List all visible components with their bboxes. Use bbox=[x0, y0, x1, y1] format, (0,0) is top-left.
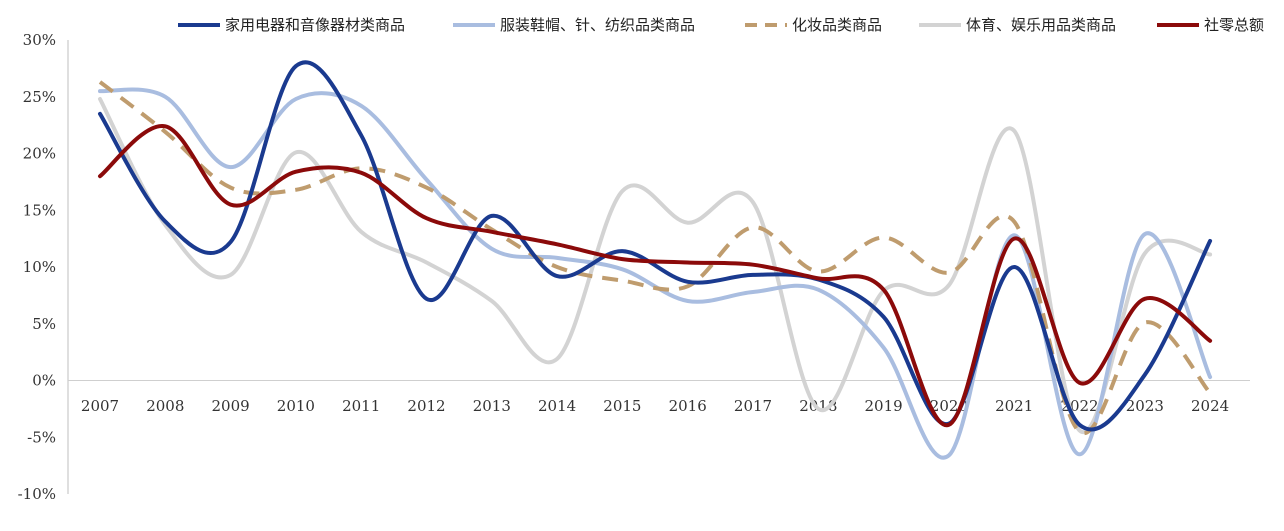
legend-label: 家用电器和音像器材类商品 bbox=[225, 16, 405, 34]
series-line-0 bbox=[98, 60, 1213, 432]
series-line-3 bbox=[98, 97, 1213, 435]
y-tick-label: 0% bbox=[32, 372, 56, 390]
x-tick-label: 2010 bbox=[277, 397, 315, 415]
x-tick-label: 2016 bbox=[669, 397, 707, 415]
y-tick-label: 5% bbox=[32, 315, 56, 333]
y-tick-label: 15% bbox=[23, 201, 56, 219]
y-tick-label: 10% bbox=[23, 258, 56, 276]
y-tick-label: 30% bbox=[23, 31, 56, 49]
x-tick-label: 2018 bbox=[799, 397, 837, 415]
series-line-1 bbox=[98, 87, 1213, 460]
y-tick-label: -10% bbox=[18, 485, 56, 503]
legend-label: 体育、娱乐用品类商品 bbox=[966, 16, 1116, 34]
x-tick-label: 2011 bbox=[342, 397, 380, 415]
x-tick-label: 2019 bbox=[865, 397, 903, 415]
y-tick-label: -5% bbox=[27, 428, 56, 446]
x-tick-label: 2007 bbox=[81, 397, 119, 415]
legend-label: 社零总额 bbox=[1204, 16, 1264, 34]
legend-label: 化妆品类商品 bbox=[792, 16, 882, 34]
x-tick-label: 2023 bbox=[1126, 397, 1164, 415]
legend: 家用电器和音像器材类商品 服装鞋帽、针、纺织品类商品 化妆品类商品 体育、娱乐用品类商… bbox=[178, 16, 1264, 34]
series-lines bbox=[98, 60, 1213, 460]
axes: 30% 25% 20% 15% 10% 5% 0% -5% -10% 2007 2008 2009 20… bbox=[18, 31, 1250, 503]
y-tick-label: 25% bbox=[23, 88, 56, 106]
x-tick-label: 2017 bbox=[734, 397, 772, 415]
legend-label: 服装鞋帽、针、纺织品类商品 bbox=[500, 16, 695, 34]
x-tick-label: 2013 bbox=[473, 397, 511, 415]
x-tick-label: 2021 bbox=[995, 397, 1033, 415]
series-line-4 bbox=[98, 124, 1213, 427]
x-tick-label: 2015 bbox=[603, 397, 641, 415]
y-tick-label: 20% bbox=[23, 145, 56, 163]
x-tick-label: 2024 bbox=[1191, 397, 1229, 415]
series-line-2 bbox=[98, 80, 1212, 436]
x-tick-label: 2014 bbox=[538, 397, 576, 415]
x-tick-label: 2012 bbox=[407, 397, 445, 415]
x-tick-label: 2009 bbox=[212, 397, 250, 415]
x-tick-label: 2008 bbox=[146, 397, 184, 415]
